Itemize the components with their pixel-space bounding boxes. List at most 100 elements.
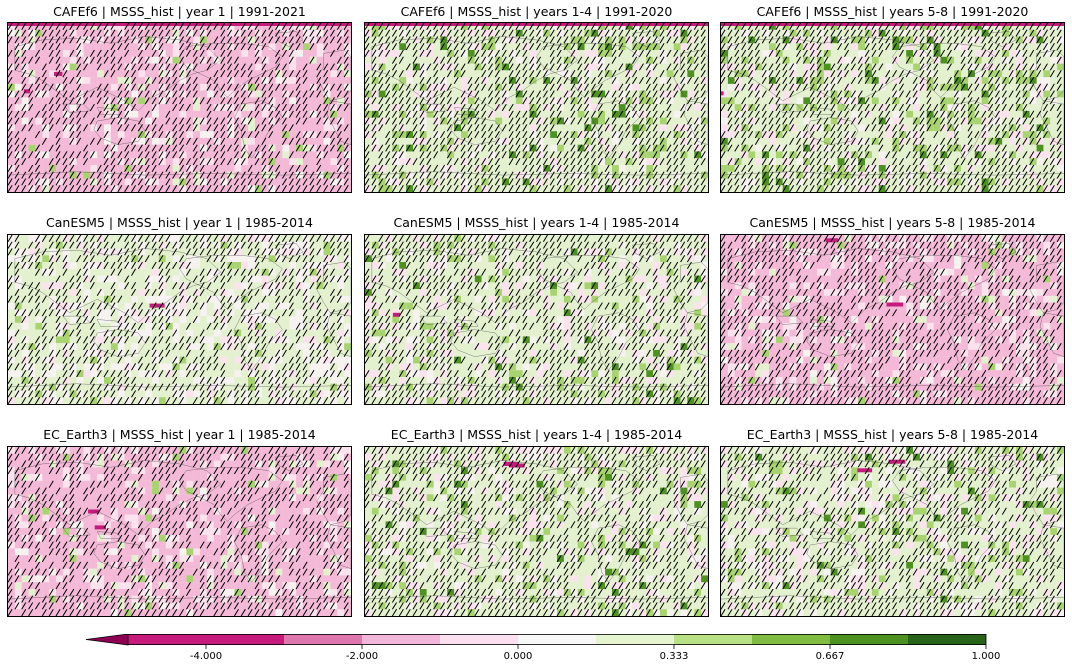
grid-cell xyxy=(550,124,558,132)
significance-hatch xyxy=(247,63,253,71)
significance-hatch xyxy=(76,171,82,179)
significance-hatch xyxy=(21,43,27,51)
grid-cell xyxy=(919,117,927,125)
grid-cell xyxy=(933,23,941,30)
significance-hatch xyxy=(213,137,219,145)
grid-cell xyxy=(296,50,303,57)
grid-cell xyxy=(303,83,310,91)
significance-hatch xyxy=(62,124,68,132)
grid-cell xyxy=(721,77,728,84)
significance-hatch xyxy=(412,56,418,64)
significance-hatch xyxy=(474,29,480,37)
significance-hatch xyxy=(378,151,384,159)
grid-cell xyxy=(200,90,207,98)
grid-cell xyxy=(721,43,728,51)
significance-hatch xyxy=(199,178,205,186)
grid-cell xyxy=(961,110,968,118)
grid-cell xyxy=(220,63,228,71)
grid-cell xyxy=(646,171,654,179)
grid-cell xyxy=(42,23,50,30)
significance-hatch xyxy=(570,103,576,112)
significance-hatch xyxy=(652,110,658,118)
significance-hatch xyxy=(522,49,528,58)
grid-cell xyxy=(605,97,612,105)
grid-cell xyxy=(248,56,255,64)
significance-hatch xyxy=(89,171,95,179)
significance-hatch xyxy=(179,178,185,186)
grid-cell xyxy=(413,124,420,132)
significance-hatch xyxy=(666,23,672,31)
significance-hatch xyxy=(323,23,329,31)
significance-hatch xyxy=(652,90,658,98)
significance-hatch xyxy=(652,184,658,192)
significance-hatch xyxy=(673,164,679,172)
significance-hatch xyxy=(446,117,452,125)
grid-cell xyxy=(316,63,324,71)
significance-hatch xyxy=(501,90,507,98)
significance-hatch xyxy=(117,56,123,64)
significance-hatch xyxy=(69,157,75,166)
significance-hatch xyxy=(398,23,404,31)
grid-cell xyxy=(954,36,962,44)
significance-hatch xyxy=(14,63,20,71)
grid-cell xyxy=(543,43,551,51)
grid-cell xyxy=(200,70,207,78)
grid-cell xyxy=(687,165,695,172)
grid-cell xyxy=(282,137,290,145)
grid-cell xyxy=(727,97,735,105)
grid-cell xyxy=(543,158,551,165)
grid-cell xyxy=(200,131,207,138)
significance-hatch xyxy=(446,97,452,105)
grid-cell xyxy=(591,90,599,98)
grid-cell xyxy=(625,29,633,37)
grid-cell xyxy=(97,104,105,111)
grid-cell xyxy=(131,50,139,57)
grid-cell xyxy=(440,83,448,91)
significance-hatch xyxy=(76,63,82,71)
grid-cell xyxy=(165,43,173,51)
grid-cell xyxy=(646,29,654,37)
grid-cell xyxy=(495,97,503,105)
grid-cell xyxy=(913,90,920,98)
grid-cell xyxy=(316,131,324,138)
significance-hatch xyxy=(288,124,294,132)
significance-hatch xyxy=(584,144,590,152)
grid-cell xyxy=(734,77,742,84)
significance-hatch xyxy=(365,157,370,166)
grid-cell xyxy=(344,178,351,186)
significance-hatch xyxy=(220,43,226,51)
grid-cell xyxy=(261,70,269,78)
significance-hatch xyxy=(597,36,603,44)
significance-hatch xyxy=(398,70,404,78)
grid-cell xyxy=(8,90,15,98)
grid-cell xyxy=(378,178,386,186)
significance-hatch xyxy=(288,137,294,145)
significance-hatch xyxy=(645,117,651,125)
grid-cell xyxy=(337,70,345,78)
significance-hatch xyxy=(199,144,205,152)
grid-cell xyxy=(461,158,468,165)
grid-cell xyxy=(653,144,660,152)
significance-hatch xyxy=(645,137,651,145)
significance-hatch xyxy=(632,110,638,118)
grid-cell xyxy=(961,43,968,51)
grid-cell xyxy=(502,117,510,125)
grid-cell xyxy=(495,83,503,91)
grid-cell xyxy=(261,43,269,51)
grid-cell xyxy=(28,124,36,132)
significance-hatch xyxy=(288,103,294,112)
grid-cell xyxy=(309,43,317,51)
significance-hatch xyxy=(433,144,439,152)
grid-cell xyxy=(152,144,159,152)
significance-hatch xyxy=(693,56,699,64)
grid-cell xyxy=(536,63,544,71)
grid-cell xyxy=(90,171,98,179)
significance-hatch xyxy=(426,184,432,192)
grid-cell xyxy=(248,185,255,192)
grid-cell xyxy=(97,70,105,78)
grid-cell xyxy=(56,36,63,44)
grid-cell xyxy=(1057,104,1064,111)
grid-cell xyxy=(289,165,297,172)
grid-cell xyxy=(701,137,708,145)
significance-hatch xyxy=(412,83,418,91)
